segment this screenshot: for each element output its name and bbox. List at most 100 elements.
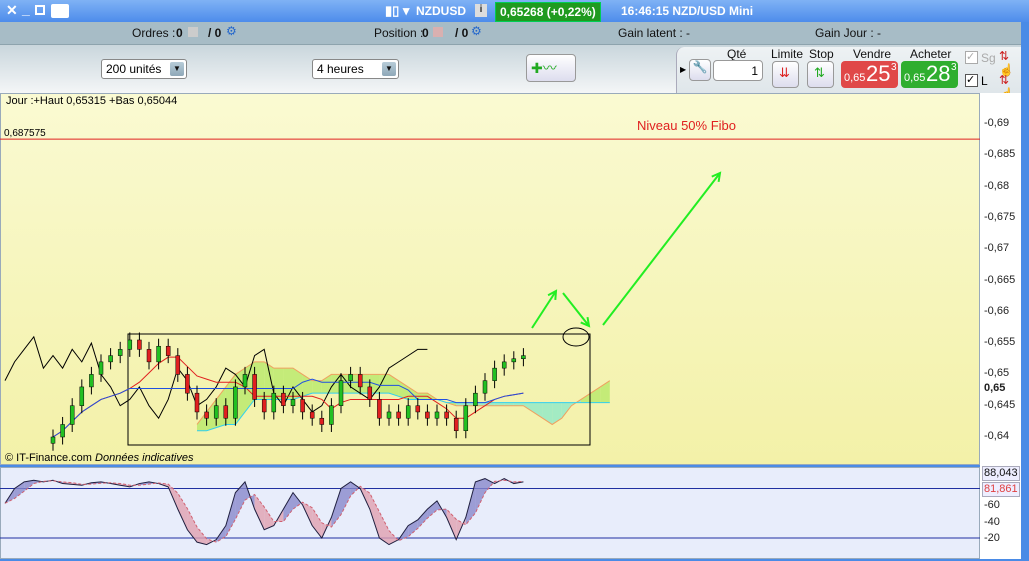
symbol-label[interactable]: NZDUSD — [416, 4, 466, 18]
kijun-line — [52, 378, 524, 438]
osc-fill — [446, 509, 457, 540]
arrow-head — [580, 316, 591, 328]
candle — [156, 345, 161, 363]
osc-fill — [225, 492, 236, 537]
fibo-value: 0,687575 — [4, 128, 46, 139]
price-tick: -0,665 — [984, 273, 1016, 286]
ichimoku-cloud — [456, 402, 466, 406]
candle — [348, 374, 353, 381]
ichimoku-cloud — [341, 374, 351, 394]
toolbar: 200 unités ▼ 4 heures ▼ ✚〰 ▶ 🔧 Qté 1 Limit… — [0, 45, 1021, 101]
candle — [396, 411, 401, 419]
chart-plot — [0, 138, 980, 546]
ichimoku-cloud — [523, 402, 533, 412]
keyboard-icon[interactable] — [51, 4, 69, 18]
l-checkbox[interactable]: ✓ — [965, 74, 978, 87]
candle — [300, 399, 305, 413]
osc-value-label: 88,043 — [982, 466, 1020, 481]
candle — [386, 411, 392, 419]
close-icon[interactable]: ✕ — [6, 2, 18, 18]
osc-fill — [427, 500, 437, 519]
price-tick: -0,685 — [984, 148, 1016, 161]
candle — [50, 436, 56, 444]
info-bar: Ordres : 0 / 0 ⚙ Position : 0 / 0 ⚙ Gain… — [0, 22, 1021, 45]
timeframe-select[interactable]: 4 heures ▼ — [312, 59, 399, 79]
candle — [473, 392, 478, 406]
buy-button[interactable]: 0,65 28 3 — [901, 61, 958, 88]
position-count: 0 — [422, 26, 429, 40]
sell-price: 25 — [866, 61, 891, 86]
candle — [329, 405, 334, 425]
qty-input[interactable]: 1 — [713, 60, 763, 81]
osc-fill — [293, 492, 303, 510]
gain-jour: Gain Jour : - — [815, 26, 882, 40]
ichimoku-cloud — [331, 374, 341, 394]
sell-button[interactable]: 0,65 25 3 — [841, 61, 898, 88]
ichimoku-cloud — [273, 368, 284, 400]
candle — [175, 355, 181, 375]
orders-count: 0 — [176, 26, 183, 40]
tenkan-line — [52, 356, 524, 438]
candle — [242, 374, 248, 388]
price-axis[interactable]: -0,69 -0,685 -0,68 -0,675 -0,67 -0,665 -0,66 -0… — [980, 93, 1021, 559]
gain-latent: Gain latent : - — [618, 26, 691, 40]
candle — [425, 411, 430, 419]
osc-fill — [283, 492, 293, 522]
candlestick-icon[interactable]: ▮▯ ▾ — [385, 3, 410, 18]
osc-tick: -20 — [984, 532, 1000, 544]
ichimoku-cloud — [264, 361, 274, 400]
ichimoku-cloud — [475, 402, 485, 406]
candle — [367, 386, 373, 400]
gear-icon[interactable]: ⚙ — [471, 24, 482, 38]
limit-order-button[interactable]: ⇊ — [772, 61, 799, 88]
candle — [453, 417, 459, 431]
candle — [290, 399, 296, 406]
stop-order-button[interactable]: ⇅ — [807, 61, 834, 88]
sell-label: Vendre — [853, 47, 892, 61]
osc-tick: -40 — [984, 515, 1000, 528]
price-tick: -0,675 — [984, 210, 1016, 223]
add-indicator-button[interactable]: ✚〰 — [526, 54, 576, 82]
ichimoku-cloud — [581, 393, 591, 403]
price-tick: -0,645 — [984, 398, 1016, 411]
ichimoku-cloud — [360, 374, 370, 394]
ichimoku-cloud — [379, 374, 389, 394]
candle — [137, 339, 142, 350]
sg-checkbox[interactable]: ✓ — [965, 51, 978, 64]
trend-arrow — [531, 290, 557, 329]
expand-icon[interactable]: ▶ — [680, 65, 687, 74]
ichimoku-cloud — [293, 368, 303, 400]
ichimoku-cloud — [206, 399, 217, 431]
units-select[interactable]: 200 unités ▼ — [101, 59, 187, 79]
osc-fill — [341, 481, 351, 515]
buy-pip: 3 — [951, 62, 957, 73]
order-panel: ▶ 🔧 Qté 1 Limite ⇊ Stop ⇅ Vendre 0,65 25… — [676, 47, 1021, 101]
stop-order-icon: ⇅ — [814, 65, 825, 80]
indicator-icon: ✚〰 — [531, 60, 557, 76]
candle — [338, 380, 344, 406]
position-label: Position : — [374, 26, 424, 40]
stoch-d-line — [4, 479, 524, 543]
title-bar: ✕ _ ▮▯ ▾ NZDUSD i 0,65268 (+0,22%) 16:46… — [0, 0, 1029, 22]
candle — [492, 367, 497, 381]
candle — [60, 424, 65, 438]
maximize-icon[interactable] — [35, 5, 45, 15]
minimize-icon[interactable]: _ — [22, 1, 30, 17]
info-icon[interactable]: i — [475, 4, 487, 17]
stop-label: Stop — [809, 47, 834, 61]
candle — [309, 411, 315, 419]
gear-icon[interactable]: ⚙ — [226, 24, 237, 38]
cancel-orders-icon[interactable] — [188, 27, 198, 37]
candle — [434, 411, 440, 419]
buy-label: Acheter — [910, 47, 952, 61]
close-position-icon[interactable] — [433, 27, 443, 37]
candle — [146, 349, 152, 363]
osc-fill — [408, 519, 418, 537]
candle — [482, 380, 488, 394]
qty-label: Qté — [727, 47, 747, 61]
candle — [357, 374, 363, 388]
sg-label: Sg — [981, 51, 996, 65]
wrench-button[interactable]: 🔧 — [689, 59, 711, 81]
price-tick: -0,65 — [984, 367, 1010, 380]
order-hand-icon[interactable]: ⇅☝ — [999, 49, 1014, 77]
